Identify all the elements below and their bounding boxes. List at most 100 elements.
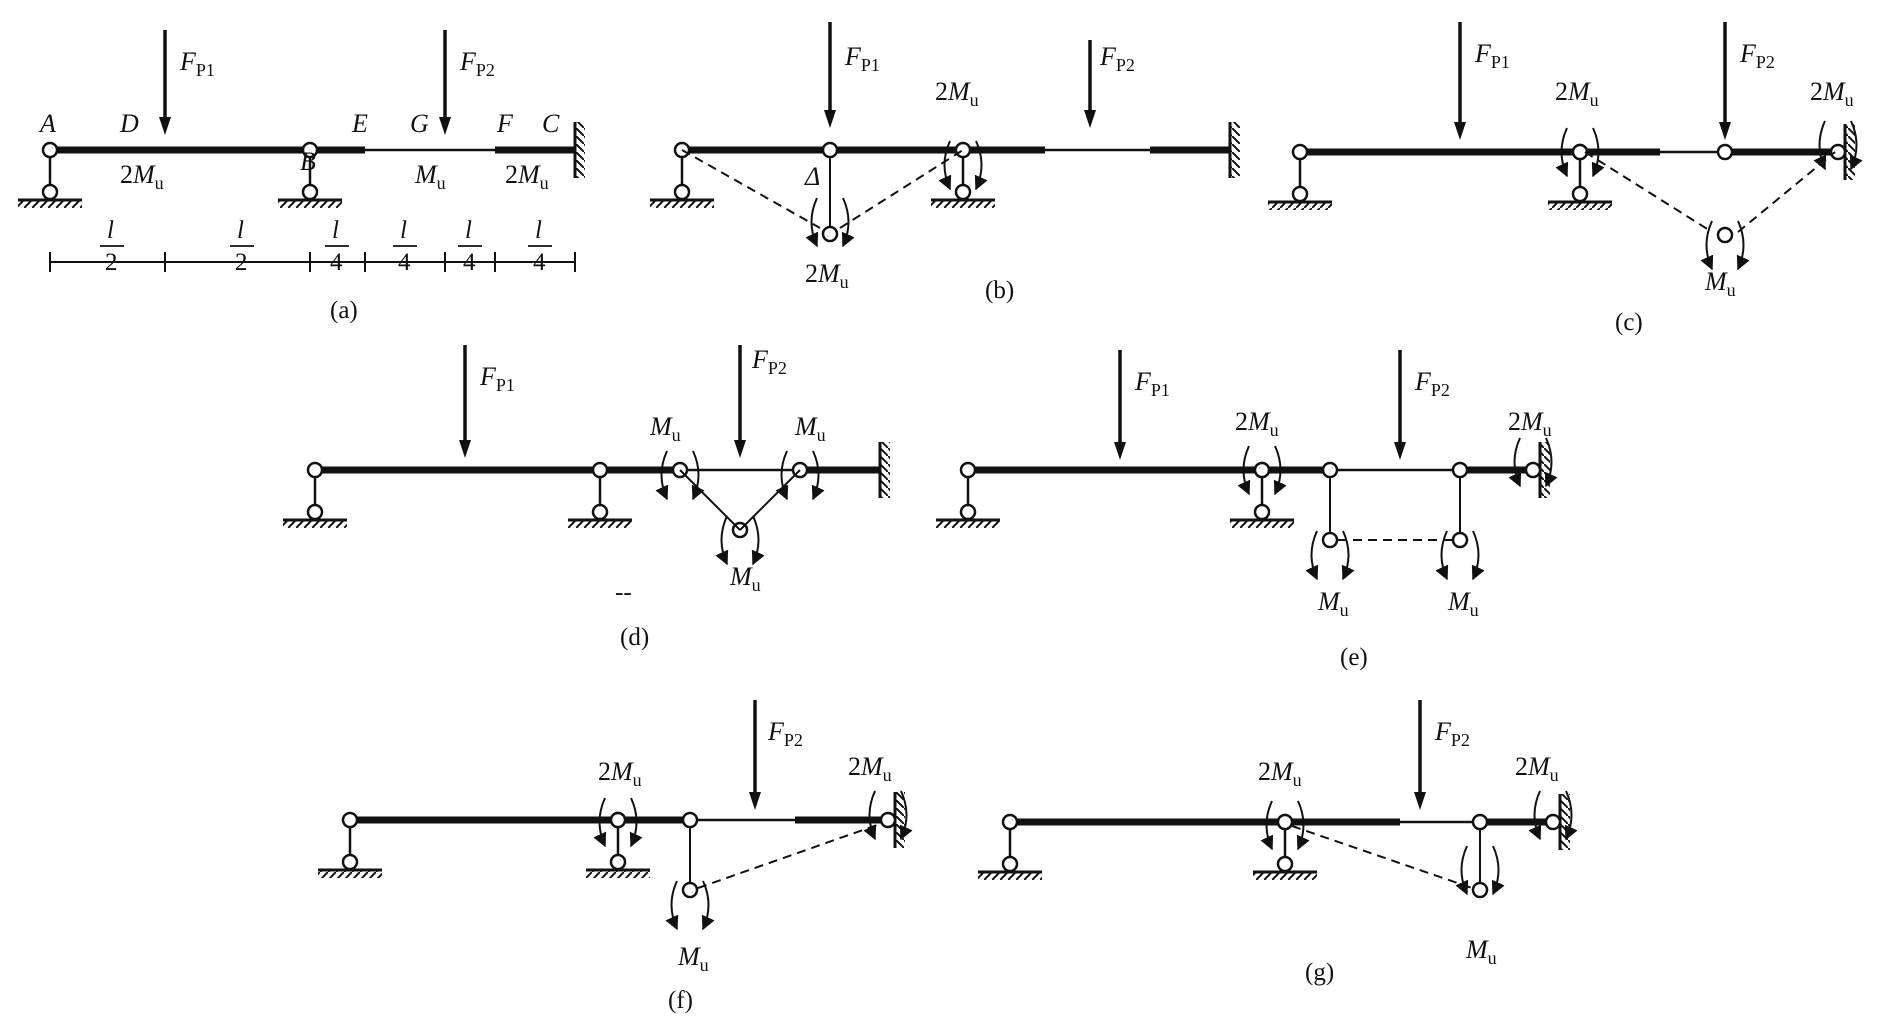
text-part: u <box>633 770 642 790</box>
moment-label-B: 2Mu <box>1555 77 1599 110</box>
ground-hatch <box>1268 202 1332 210</box>
text-part: M <box>1465 935 1489 964</box>
point-label-E: E <box>351 109 368 138</box>
ground-hatch <box>318 870 382 878</box>
text-part: M <box>517 160 541 189</box>
delta-label: Δ <box>804 162 820 191</box>
text-part: M <box>729 562 753 591</box>
text-part: u <box>540 173 549 193</box>
moment-label-C: 2Mu <box>1515 752 1559 785</box>
fixed-support-C <box>573 122 585 178</box>
hinge-D <box>821 141 839 159</box>
moment-label-C: 2Mu <box>1810 77 1854 110</box>
text-part: M <box>1447 587 1471 616</box>
support-B <box>568 461 632 528</box>
text-part: 2 <box>1555 77 1568 106</box>
hinge-C <box>879 811 897 829</box>
mechanism-link-GF <box>739 469 801 531</box>
moment-arcs-D <box>805 197 855 248</box>
point-label-B: B <box>300 147 316 176</box>
text-part: M <box>1520 407 1544 436</box>
support-top-hinge <box>41 141 59 159</box>
text-part: P2 <box>476 60 495 80</box>
text-part: u <box>1550 765 1559 785</box>
wall-hatch <box>1560 794 1570 850</box>
hinge-B <box>609 811 627 829</box>
text-part: F <box>844 42 862 71</box>
point-label-D: D <box>119 109 139 138</box>
text-part: 2 <box>848 752 861 781</box>
dim-EG-numerator: l <box>400 217 407 244</box>
hinge-G-displaced <box>1716 226 1734 244</box>
text-part: u <box>1470 600 1479 620</box>
text-part: M <box>1247 407 1271 436</box>
text-part: 2 <box>935 77 948 106</box>
ground-hatch <box>650 200 714 208</box>
moment-arc-left <box>863 790 877 841</box>
support-top-hinge <box>1001 813 1019 831</box>
moment-arcs-B <box>938 140 988 191</box>
moment-arc-left <box>593 797 607 848</box>
support-top-hinge <box>1291 143 1309 161</box>
ground-hatch <box>1230 520 1294 528</box>
text-part: u <box>700 955 709 975</box>
wall-hatch <box>880 442 890 498</box>
hinge-C <box>1524 461 1542 479</box>
text-part: P2 <box>1451 730 1470 750</box>
hinge-F-displaced <box>1451 531 1469 549</box>
mechanism-link-EG <box>679 469 741 531</box>
text-part: 2 <box>1515 752 1528 781</box>
moment-arc-right <box>1471 530 1485 581</box>
load-label-fp1: FP1 <box>1474 39 1510 72</box>
ground-hatch <box>978 872 1042 880</box>
moment-arc-left <box>1305 530 1319 581</box>
text-part: P1 <box>1151 380 1170 400</box>
moment-capacity-FC: 2Mu <box>505 160 549 193</box>
moment-label-B: 2Mu <box>1235 407 1279 440</box>
moment-label-C: 2Mu <box>848 752 892 785</box>
load-arrow-head <box>734 440 746 458</box>
text-part: 2 <box>598 757 611 786</box>
moment-arc-left <box>1555 127 1569 178</box>
moment-arcs-F <box>775 450 825 501</box>
load-label-fp1: FP1 <box>479 362 515 395</box>
hinge-E <box>1321 461 1339 479</box>
load-arrow-head <box>824 110 836 128</box>
moment-arc-right <box>899 790 913 841</box>
moment-arc-left <box>665 880 679 931</box>
fixed-support-C <box>1843 124 1855 180</box>
text-part: M <box>132 160 156 189</box>
text-part: u <box>752 575 761 595</box>
stray-mark-d: -- <box>615 579 632 606</box>
moment-arc-left <box>1700 220 1714 271</box>
load-label-fp2: FP2 <box>751 345 787 378</box>
text-part: u <box>1845 90 1854 110</box>
ground-hatch <box>1548 202 1612 210</box>
dim-BE-numerator: l <box>332 217 339 244</box>
load-label-fp1: FP1 <box>844 42 880 75</box>
text-part: P1 <box>196 60 215 80</box>
support-bottom-hinge <box>301 183 319 201</box>
text-part: F <box>767 717 785 746</box>
figure-caption-a: (a) <box>330 297 358 324</box>
support-A <box>978 813 1042 880</box>
support-bottom-hinge <box>41 183 59 201</box>
moment-capacity-EF: Mu <box>414 160 446 193</box>
support-A <box>18 141 82 208</box>
text-part: u <box>883 765 892 785</box>
load-label-fp1: FP1 <box>179 47 215 80</box>
text-part: F <box>1434 717 1452 746</box>
moment-arcs-C <box>1528 790 1578 841</box>
ground-hatch <box>568 520 632 528</box>
deflected-dashed-GC <box>1737 151 1836 233</box>
moment-label-E: Mu <box>677 942 709 975</box>
figure-caption-c: (c) <box>1615 309 1643 336</box>
text-part: P1 <box>496 375 515 395</box>
dim-FC-numerator: l <box>535 217 542 244</box>
text-part: F <box>1099 42 1117 71</box>
ground-hatch <box>936 520 1000 528</box>
moment-label-B: 2Mu <box>935 77 979 110</box>
hinge-B <box>1276 813 1294 831</box>
